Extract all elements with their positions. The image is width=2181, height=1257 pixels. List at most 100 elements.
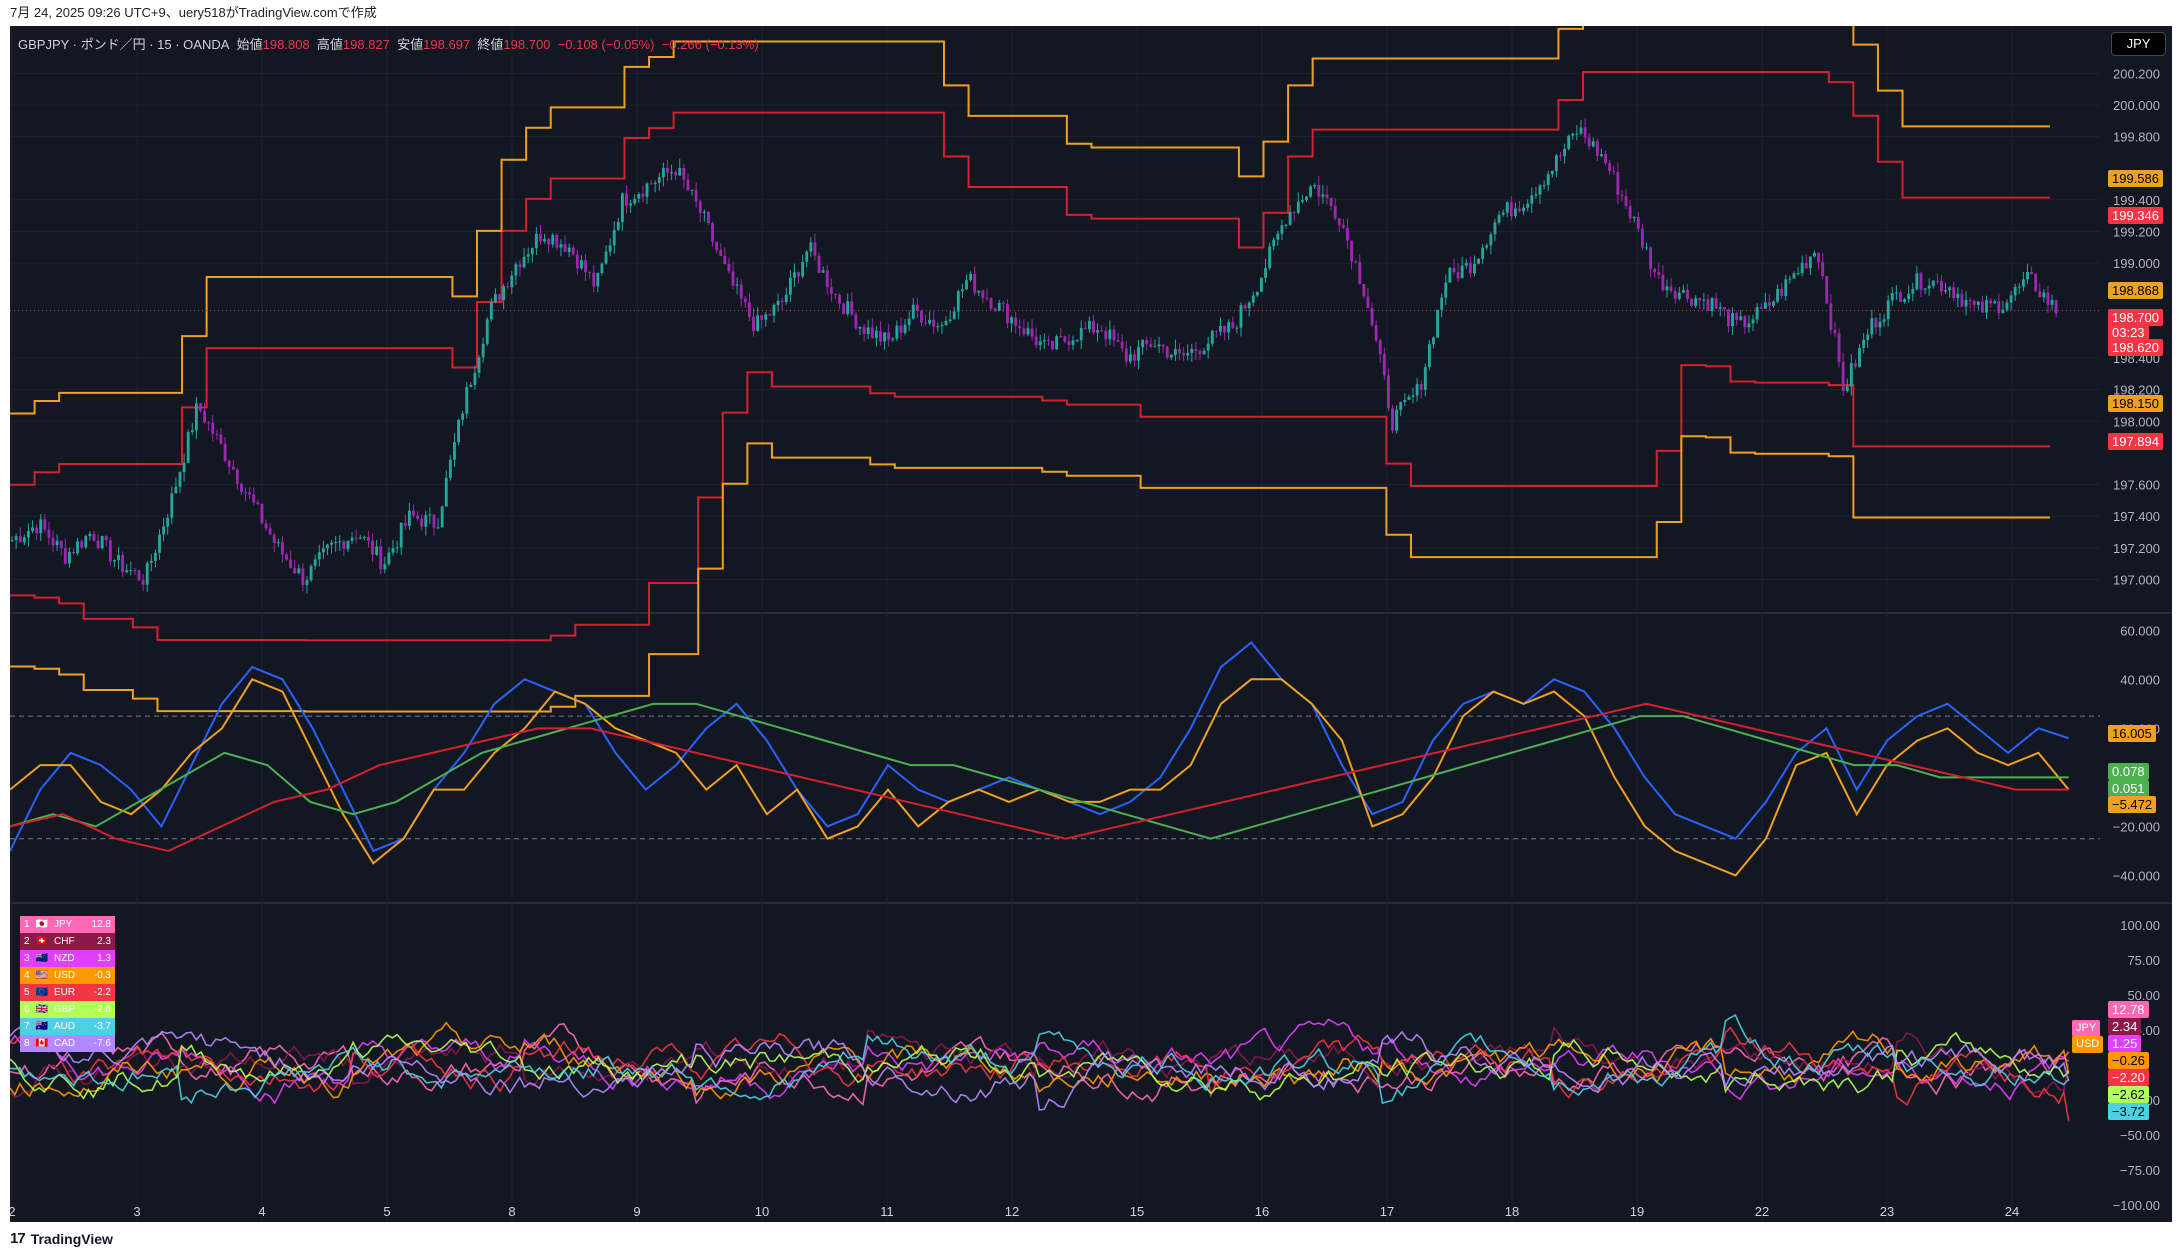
chart-frame[interactable]: [10, 26, 2172, 1222]
low-value: 198.697: [423, 37, 471, 52]
candle-body: [1919, 273, 1923, 290]
candle-body: [2046, 292, 2050, 305]
candle-body: [1235, 327, 1239, 329]
candle-body: [1325, 194, 1329, 198]
candle-body: [125, 570, 129, 573]
candle-body: [960, 289, 964, 292]
candle-body: [117, 555, 120, 561]
candle-body: [506, 286, 510, 288]
candle-body: [1219, 325, 1222, 332]
candle-body: [690, 189, 694, 191]
candle-body: [1337, 218, 1341, 226]
candle-body: [1673, 290, 1677, 299]
tv-logo-icon: 17: [10, 1230, 26, 1247]
candle-body: [1411, 395, 1415, 397]
candle-body: [1731, 313, 1734, 327]
candle-body: [920, 310, 923, 323]
candle-body: [362, 536, 366, 538]
candle-body: [1837, 333, 1841, 362]
candle-body: [768, 314, 772, 316]
candle-body: [719, 249, 723, 256]
strength-series: [10, 1031, 2070, 1101]
strength-tick: 75.00: [2127, 953, 2160, 968]
candle-body: [1784, 279, 1788, 296]
candle-body: [1112, 329, 1116, 341]
candle-body: [199, 403, 202, 411]
candle-body: [1387, 375, 1390, 409]
candle-body: [911, 304, 915, 319]
candle-body: [674, 172, 678, 176]
strength-tick: −75.00: [2120, 1163, 2160, 1178]
candle-body: [1370, 308, 1374, 326]
candle-body: [1608, 163, 1612, 172]
candle-body: [448, 459, 452, 478]
strength-flag-icon: 🇨🇭: [35, 936, 49, 947]
candle-body: [465, 387, 469, 414]
candle-body: [1538, 185, 1542, 195]
candle-body: [1686, 289, 1689, 300]
candle-body: [1493, 222, 1497, 235]
candle-body: [272, 534, 276, 544]
candle-body: [1513, 208, 1517, 216]
time-tick: 5: [383, 1204, 390, 1219]
candle-body: [1989, 300, 1993, 304]
candle-body: [1108, 329, 1112, 340]
candle-body: [1501, 212, 1505, 215]
strength-currency: GBP: [54, 1004, 76, 1015]
strength-flag-icon: 🇪🇺: [35, 987, 49, 998]
candle-body: [1104, 331, 1108, 340]
strength-series: [10, 1014, 2070, 1105]
candle-body: [473, 372, 477, 385]
open-label: 始値: [236, 37, 263, 52]
candle-body: [1903, 299, 1907, 302]
upper-band-red: [10, 71, 2051, 486]
lower-band-red: [10, 364, 2051, 642]
candle-body: [1260, 277, 1263, 292]
candle-body: [1317, 185, 1321, 197]
candle-body: [1636, 217, 1640, 229]
candle-body: [1149, 344, 1153, 347]
candle-body: [1976, 301, 1980, 305]
strength-currency: EUR: [54, 987, 76, 998]
candle-body: [604, 251, 608, 264]
candle-body: [838, 294, 841, 304]
candle-body: [526, 254, 530, 257]
candle-body: [1296, 201, 1300, 213]
candle-body: [1677, 292, 1681, 299]
time-tick: 22: [1755, 1204, 1769, 1219]
strength-value: -0.3: [93, 970, 111, 981]
time-tick: 19: [1630, 1204, 1644, 1219]
osc-series: [10, 702, 2069, 840]
tradingview-logo[interactable]: 17 TradingView: [10, 1230, 113, 1247]
candle-body: [993, 308, 997, 311]
candle-body: [166, 517, 170, 527]
candle-body: [2001, 309, 2005, 314]
candle-body: [743, 298, 747, 303]
chart-canvas[interactable]: 200.200 200.000 199.800 199.400 199.200 199.0…: [10, 26, 2172, 1222]
strength-flag-icon: 🇬🇧: [35, 1004, 49, 1015]
strength-series: [10, 1026, 2070, 1122]
candle-body: [1407, 396, 1411, 400]
candle-body: [1460, 265, 1464, 279]
strength-tick: −50.00: [2120, 1128, 2160, 1143]
open-value: 198.808: [262, 37, 310, 52]
candle-body: [571, 247, 575, 255]
candle-body: [1018, 325, 1022, 329]
candle-body: [1882, 319, 1886, 322]
close-value: 198.700: [503, 37, 551, 52]
candle-body: [747, 302, 751, 317]
time-tick: 3: [133, 1204, 140, 1219]
candle-body: [51, 538, 55, 546]
currency-button[interactable]: JPY: [2111, 32, 2166, 56]
osc-series: [10, 678, 2070, 877]
candle-body: [633, 198, 637, 204]
candle-body: [702, 211, 706, 213]
candle-body: [915, 304, 919, 311]
candle-body: [1980, 301, 1984, 313]
price-tick: 200.000: [2113, 98, 2160, 113]
candle-body: [1022, 328, 1026, 335]
candle-body: [1657, 272, 1661, 275]
candle-body: [637, 194, 641, 199]
candle-body: [981, 290, 985, 298]
candle-body: [1653, 269, 1657, 273]
